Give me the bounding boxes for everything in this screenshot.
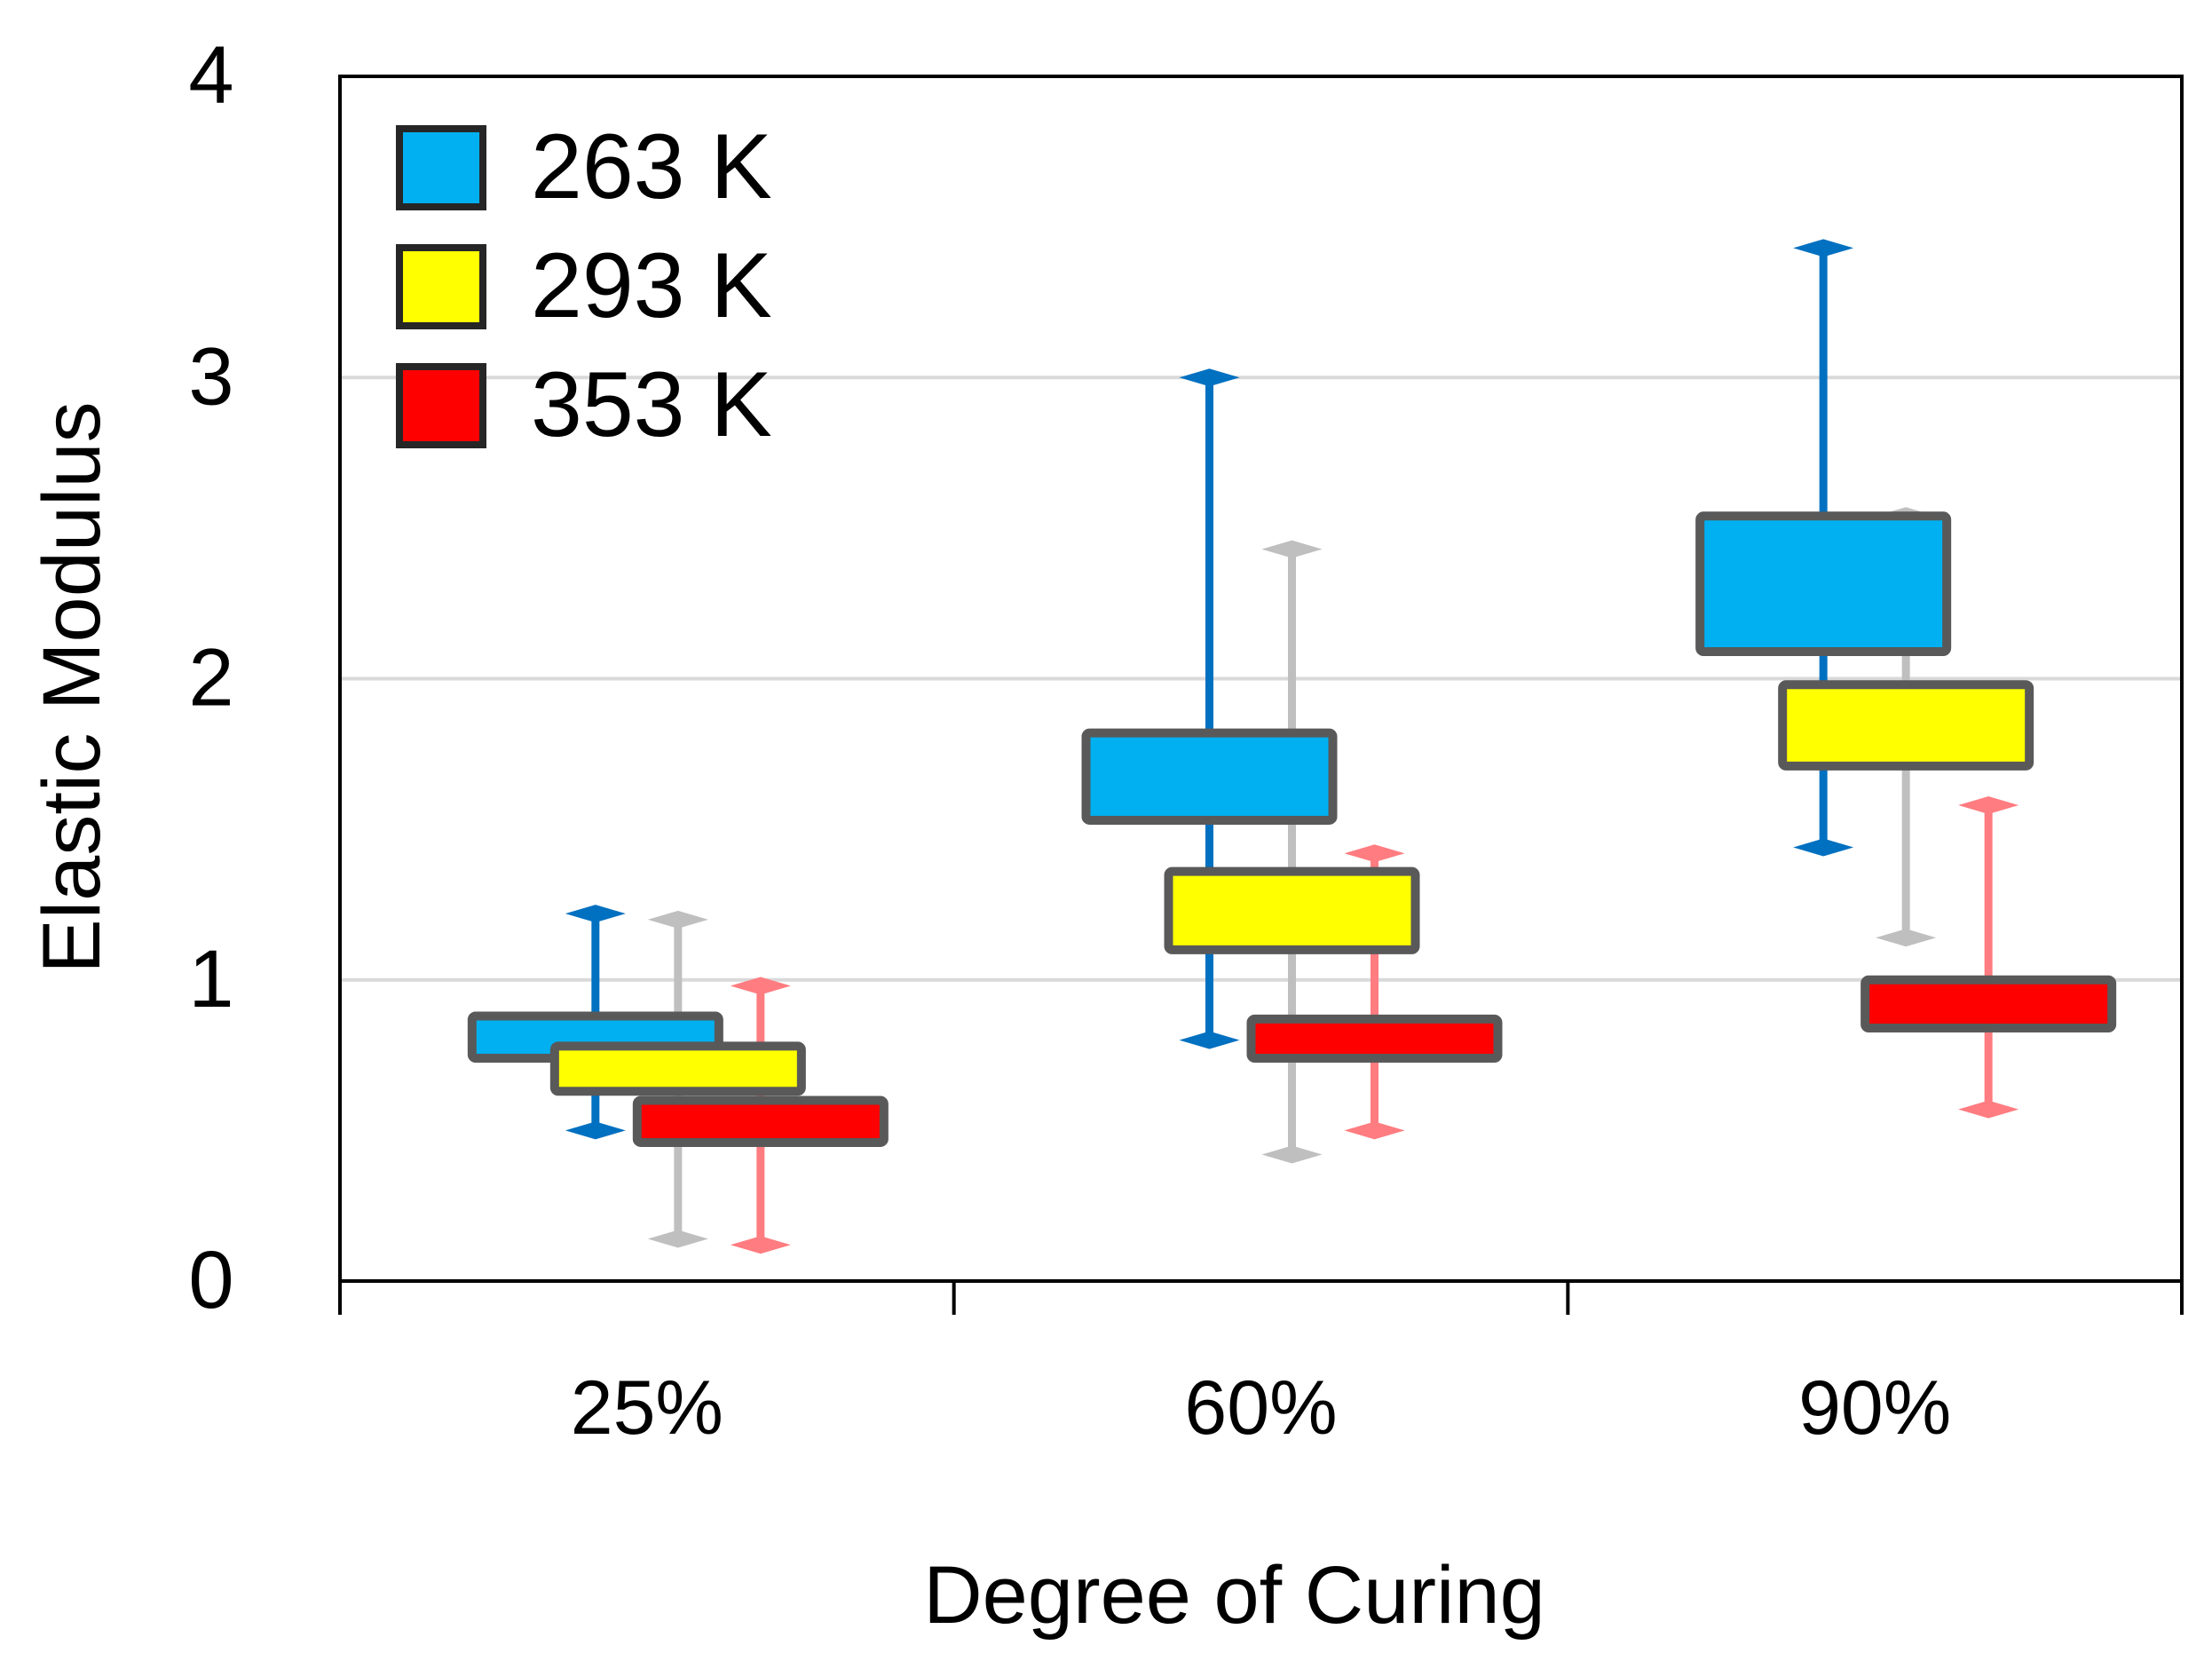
whisker-cap-min-293k-25pct xyxy=(647,1230,708,1248)
x-tick-label-25pct: 25% xyxy=(571,1365,723,1451)
box-293k-60pct xyxy=(1164,866,1420,954)
y-tick-label: 0 xyxy=(188,1235,233,1325)
whisker-cap-max-353k-25pct xyxy=(730,977,791,995)
legend-swatch-263k xyxy=(396,125,486,210)
legend-swatch-353k xyxy=(396,363,486,448)
whisker-cap-min-293k-90pct xyxy=(1876,929,1937,947)
legend-label: 293 K xyxy=(531,234,772,337)
box-263k-60pct xyxy=(1081,728,1338,825)
whisker-cap-min-353k-90pct xyxy=(1958,1100,2019,1119)
whisker-cap-min-353k-60pct xyxy=(1344,1121,1405,1140)
box-293k-90pct xyxy=(1778,680,2034,771)
axes: 0 1 2 3 4 25% 60% 90% xyxy=(188,30,2184,1451)
legend-swatch-293k xyxy=(396,244,486,329)
legend-label: 353 K xyxy=(531,353,772,456)
y-tick-label: 3 xyxy=(188,331,233,422)
x-tick-label-90pct: 90% xyxy=(1798,1365,1951,1451)
x-axis-title: Degree of Curing xyxy=(923,1550,1545,1641)
whisker-cap-max-263k-60pct xyxy=(1179,368,1240,387)
box-353k-60pct xyxy=(1246,1014,1503,1063)
box-293k-25pct xyxy=(549,1041,806,1096)
whisker-cap-max-263k-90pct xyxy=(1793,239,1854,257)
x-tick-label-60pct: 60% xyxy=(1184,1365,1337,1451)
whisker-cap-min-263k-25pct xyxy=(565,1121,626,1140)
legend-label: 263 K xyxy=(531,115,772,218)
y-tick-label: 2 xyxy=(188,633,233,724)
whisker-cap-max-353k-60pct xyxy=(1344,844,1405,863)
whisker-cap-max-353k-90pct xyxy=(1958,795,2019,814)
plot-area-frame xyxy=(338,75,2184,1283)
box-353k-25pct xyxy=(632,1095,889,1147)
box-353k-90pct xyxy=(1860,975,2117,1033)
boxes xyxy=(467,511,2117,1147)
y-tick-label: 1 xyxy=(188,934,233,1024)
whisker-cap-min-293k-60pct xyxy=(1261,1145,1323,1164)
whisker-cap-min-353k-25pct xyxy=(730,1236,791,1254)
whisker-cap-max-293k-25pct xyxy=(647,910,708,929)
whisker-cap-max-293k-60pct xyxy=(1261,540,1323,558)
whisker-cap-min-263k-60pct xyxy=(1179,1031,1240,1049)
y-tick-label: 4 xyxy=(188,30,233,121)
y-axis-title: Elastic Modulus xyxy=(27,401,117,973)
whisker-cap-min-263k-90pct xyxy=(1793,838,1854,857)
whisker-cap-max-263k-25pct xyxy=(565,905,626,923)
legend: 263 K 293 K 353 K xyxy=(396,115,772,456)
box-263k-90pct xyxy=(1695,511,1952,656)
